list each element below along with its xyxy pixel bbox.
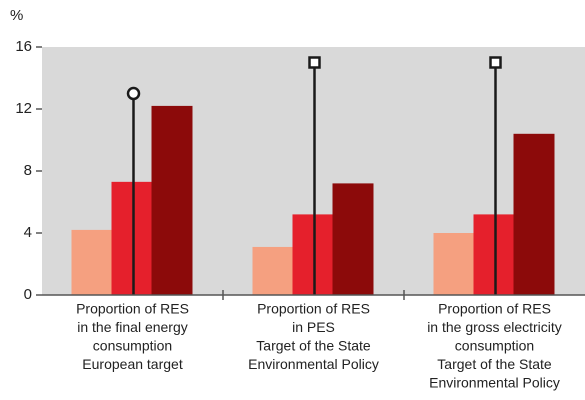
bar bbox=[252, 246, 294, 295]
bar bbox=[111, 181, 153, 295]
bar bbox=[151, 105, 193, 296]
bar bbox=[513, 133, 555, 295]
y-tick-label: 8 bbox=[24, 162, 32, 179]
x-tick-label: in PES bbox=[292, 319, 335, 335]
x-tick-label: European target bbox=[82, 356, 183, 372]
bar bbox=[292, 214, 334, 295]
bar bbox=[473, 214, 515, 295]
x-tick-label: in the final energy bbox=[77, 319, 188, 335]
target-marker bbox=[308, 56, 321, 69]
y-axis-label: % bbox=[10, 7, 23, 24]
x-tick-label: consumption bbox=[93, 338, 172, 354]
y-tick-label: 0 bbox=[24, 286, 32, 303]
y-tick-label: 16 bbox=[15, 38, 32, 55]
y-tick-label: 12 bbox=[15, 100, 32, 117]
bar bbox=[332, 183, 374, 295]
y-tick-label: 4 bbox=[24, 224, 32, 241]
x-tick-label: Environmental Policy bbox=[248, 356, 379, 372]
x-tick-label: Target of the State bbox=[256, 338, 371, 354]
x-tick-label: Environmental Policy bbox=[429, 375, 560, 391]
x-tick-label: Proportion of RES bbox=[438, 301, 551, 317]
x-tick-label: Target of the State bbox=[437, 356, 552, 372]
x-tick-label: in the gross electricity bbox=[427, 319, 562, 335]
target-marker bbox=[126, 86, 141, 101]
bar bbox=[433, 233, 475, 295]
x-tick-label: consumption bbox=[455, 338, 534, 354]
bar bbox=[71, 229, 113, 295]
target-marker bbox=[489, 56, 502, 69]
x-tick-label: Proportion of RES bbox=[257, 301, 370, 317]
x-tick-label: Proportion of RES bbox=[76, 301, 189, 317]
